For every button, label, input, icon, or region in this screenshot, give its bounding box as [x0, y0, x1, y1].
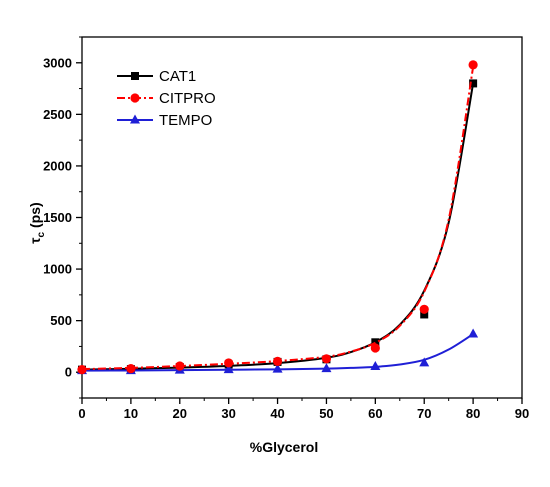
legend-label: TEMPO — [159, 112, 212, 129]
legend-label: CAT1 — [159, 68, 196, 85]
legend-item-citpro: CITPRO — [117, 90, 216, 107]
x-tick-label: 70 — [417, 406, 431, 421]
y-tick-label: 3000 — [43, 55, 72, 70]
data-point-citpro — [468, 60, 478, 70]
data-point-tempo — [321, 363, 332, 373]
x-tick-label: 30 — [221, 406, 235, 421]
data-point-tempo — [370, 361, 381, 371]
data-point-citpro — [419, 304, 429, 314]
y-tick-label: 1000 — [43, 262, 72, 277]
data-point-cat1 — [469, 79, 478, 88]
data-point-tempo — [272, 363, 283, 373]
series-line-tempo — [81, 333, 474, 372]
data-point-cat1 — [420, 310, 429, 319]
data-point-citpro — [321, 354, 332, 364]
data-point-citpro — [175, 361, 185, 371]
data-point-tempo — [468, 328, 479, 338]
data-point-tempo — [419, 357, 430, 367]
series-citpro — [77, 60, 478, 375]
x-axis: 0 10 20 30 40 50 60 70 80 90 — [78, 398, 529, 421]
y-axis-title-unit: (ps) — [27, 202, 43, 228]
y-tick-label: 2000 — [43, 158, 72, 173]
legend-item-cat1: CAT1 — [117, 68, 196, 85]
data-point-tempo — [223, 364, 234, 374]
plot-border — [81, 36, 523, 399]
legend-marker — [131, 72, 139, 80]
legend-marker — [130, 114, 140, 124]
y-tick-label: 2500 — [43, 107, 72, 122]
series-line-citpro — [81, 66, 475, 371]
x-tick-label: 60 — [368, 406, 382, 421]
x-tick-label: 50 — [319, 406, 333, 421]
legend-marker — [130, 93, 140, 103]
legend-label: CITPRO — [159, 90, 216, 107]
x-axis-title: %Glycerol — [250, 439, 318, 455]
x-tick-label: 10 — [124, 406, 138, 421]
data-point-citpro — [77, 365, 87, 375]
x-tick-label: 20 — [173, 406, 187, 421]
data-point-citpro — [370, 343, 380, 353]
legend-item-tempo: TEMPO — [117, 112, 212, 129]
y-axis-title-main: τ — [27, 237, 43, 244]
legend: CAT1 CITPRO TEMPO — [117, 68, 216, 129]
y-tick-label: 1500 — [43, 210, 72, 225]
x-tick-label: 80 — [466, 406, 480, 421]
y-axis: 0 500 1000 1500 2000 2500 3000 — [43, 36, 82, 399]
y-axis-title: τc (ps) — [27, 202, 47, 243]
y-tick-label: 500 — [50, 313, 72, 328]
x-tick-label: 0 — [78, 406, 85, 421]
plot-frame — [81, 36, 523, 399]
series-layer — [77, 60, 479, 375]
data-point-citpro — [126, 364, 136, 374]
data-point-citpro — [272, 356, 283, 366]
data-point-cat1 — [371, 338, 380, 347]
x-tick-label: 90 — [515, 406, 529, 421]
x-tick-label: 40 — [270, 406, 284, 421]
series-line-cat1 — [81, 83, 475, 371]
y-tick-label: 0 — [65, 365, 72, 380]
y-axis-title-subscript: c — [36, 231, 47, 237]
data-point-citpro — [224, 358, 234, 368]
series-cat1 — [78, 79, 478, 374]
